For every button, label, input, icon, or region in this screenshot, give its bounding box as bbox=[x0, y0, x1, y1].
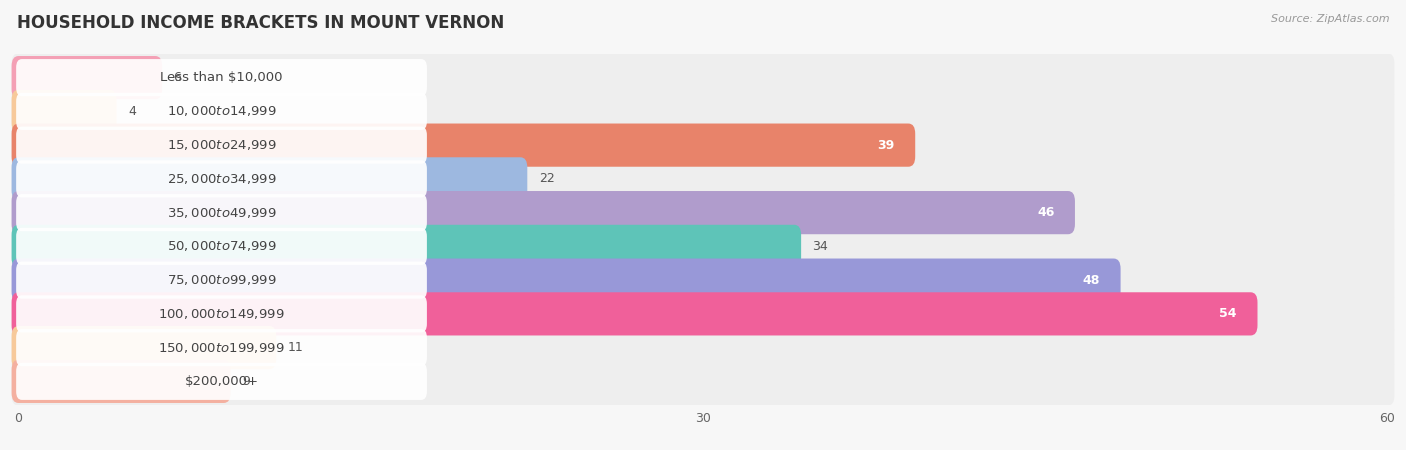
Text: Less than $10,000: Less than $10,000 bbox=[160, 71, 283, 84]
FancyBboxPatch shape bbox=[15, 261, 427, 299]
FancyBboxPatch shape bbox=[15, 126, 427, 164]
Text: $150,000 to $199,999: $150,000 to $199,999 bbox=[159, 341, 285, 355]
FancyBboxPatch shape bbox=[11, 157, 527, 200]
Text: 54: 54 bbox=[1219, 307, 1237, 320]
FancyBboxPatch shape bbox=[11, 225, 801, 268]
FancyBboxPatch shape bbox=[11, 53, 1395, 102]
Text: $200,000+: $200,000+ bbox=[184, 375, 259, 388]
FancyBboxPatch shape bbox=[11, 90, 117, 133]
Text: 4: 4 bbox=[128, 105, 136, 118]
FancyBboxPatch shape bbox=[11, 87, 1395, 135]
Text: HOUSEHOLD INCOME BRACKETS IN MOUNT VERNON: HOUSEHOLD INCOME BRACKETS IN MOUNT VERNO… bbox=[17, 14, 505, 32]
Text: 9: 9 bbox=[242, 375, 250, 388]
Text: $35,000 to $49,999: $35,000 to $49,999 bbox=[167, 206, 277, 220]
FancyBboxPatch shape bbox=[11, 154, 1395, 203]
Text: 46: 46 bbox=[1038, 206, 1054, 219]
Text: 39: 39 bbox=[877, 139, 894, 152]
FancyBboxPatch shape bbox=[11, 123, 915, 166]
Text: 22: 22 bbox=[538, 172, 554, 185]
FancyBboxPatch shape bbox=[15, 228, 427, 265]
FancyBboxPatch shape bbox=[15, 93, 427, 130]
FancyBboxPatch shape bbox=[11, 258, 1121, 302]
FancyBboxPatch shape bbox=[11, 191, 1076, 234]
Text: 6: 6 bbox=[173, 71, 181, 84]
FancyBboxPatch shape bbox=[11, 56, 162, 99]
FancyBboxPatch shape bbox=[15, 363, 427, 400]
Text: $10,000 to $14,999: $10,000 to $14,999 bbox=[167, 104, 277, 118]
FancyBboxPatch shape bbox=[15, 295, 427, 333]
FancyBboxPatch shape bbox=[15, 194, 427, 231]
Text: $25,000 to $34,999: $25,000 to $34,999 bbox=[167, 172, 277, 186]
FancyBboxPatch shape bbox=[15, 59, 427, 96]
FancyBboxPatch shape bbox=[11, 326, 277, 369]
Text: Source: ZipAtlas.com: Source: ZipAtlas.com bbox=[1271, 14, 1389, 23]
Text: $100,000 to $149,999: $100,000 to $149,999 bbox=[159, 307, 285, 321]
Text: 34: 34 bbox=[813, 240, 828, 253]
FancyBboxPatch shape bbox=[11, 188, 1395, 237]
FancyBboxPatch shape bbox=[11, 323, 1395, 372]
FancyBboxPatch shape bbox=[15, 160, 427, 198]
FancyBboxPatch shape bbox=[11, 121, 1395, 169]
FancyBboxPatch shape bbox=[11, 357, 1395, 406]
Text: $50,000 to $74,999: $50,000 to $74,999 bbox=[167, 239, 277, 253]
Text: 48: 48 bbox=[1083, 274, 1099, 287]
Text: 11: 11 bbox=[288, 341, 304, 354]
FancyBboxPatch shape bbox=[11, 360, 231, 403]
Text: $75,000 to $99,999: $75,000 to $99,999 bbox=[167, 273, 277, 287]
FancyBboxPatch shape bbox=[11, 222, 1395, 270]
FancyBboxPatch shape bbox=[11, 290, 1395, 338]
FancyBboxPatch shape bbox=[11, 256, 1395, 304]
FancyBboxPatch shape bbox=[15, 329, 427, 366]
Text: $15,000 to $24,999: $15,000 to $24,999 bbox=[167, 138, 277, 152]
FancyBboxPatch shape bbox=[11, 292, 1257, 336]
